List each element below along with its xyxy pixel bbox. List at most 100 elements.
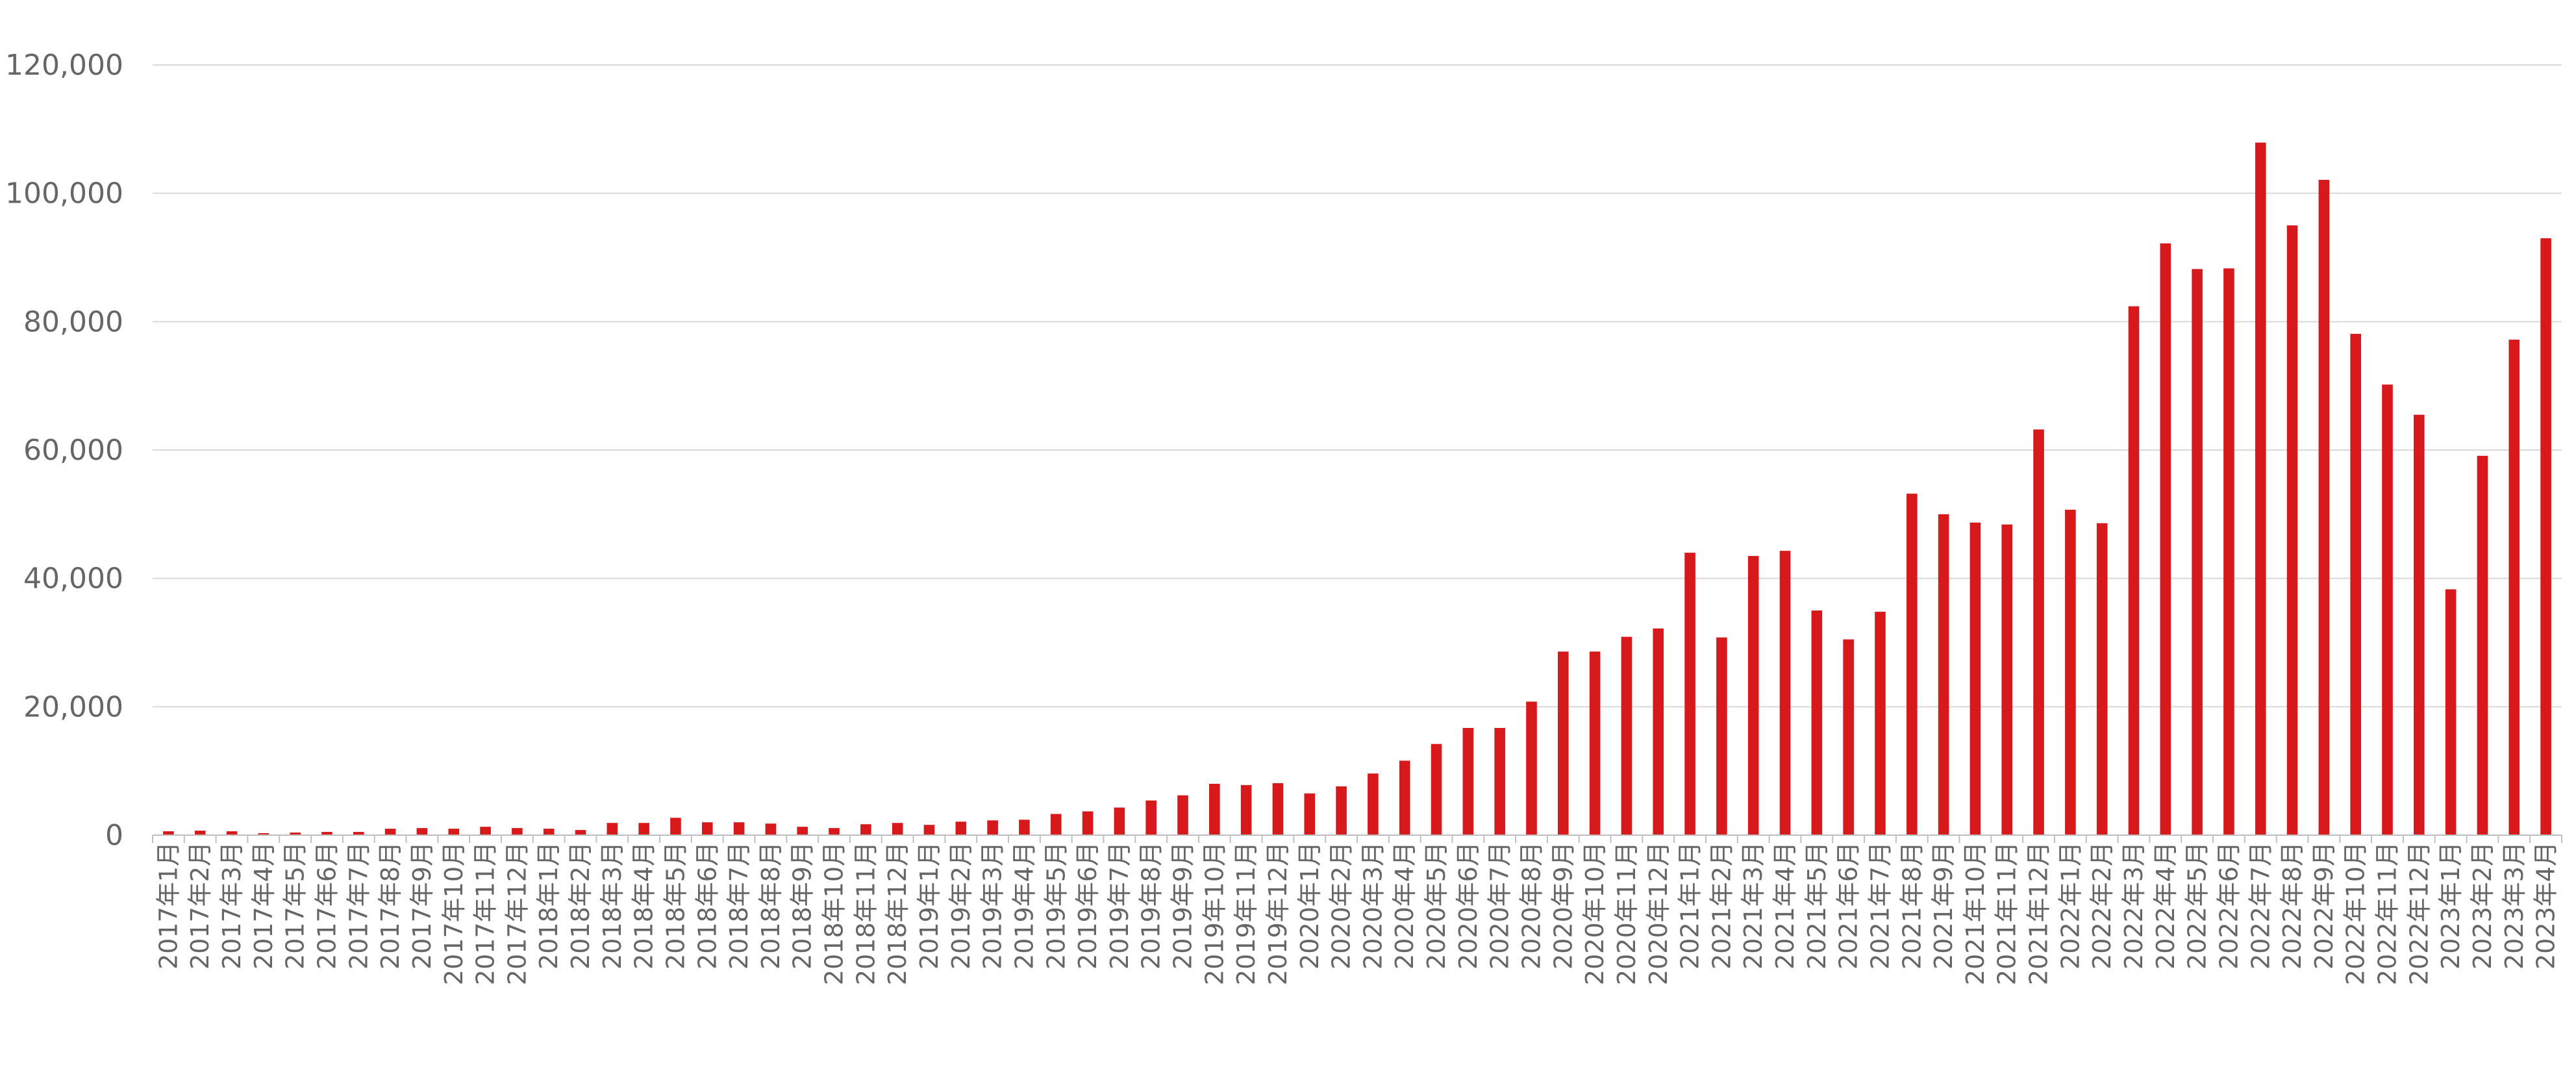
bar [2286,225,2298,835]
bar [606,823,618,835]
bar [2445,589,2457,835]
x-tick-label: 2022年12月 [2405,842,2433,985]
bar [1336,786,1347,835]
bar [2318,179,2330,836]
bar [765,823,777,835]
x-tick-label: 2019年12月 [1264,842,1292,985]
bar [2540,238,2551,836]
bar [575,830,586,835]
x-tick-label: 2021年4月 [1771,842,1799,970]
bar [2477,455,2488,835]
bar [194,831,206,835]
bar [480,827,491,835]
bar [2350,334,2361,835]
x-tick-label: 2022年2月 [2088,842,2116,970]
bar [1779,551,1791,835]
bar [2223,268,2234,836]
x-tick-label: 2019年8月 [1137,842,1166,970]
x-tick-label: 2019年11月 [1232,842,1260,985]
bar [321,832,332,835]
x-tick-label: 2020年5月 [1422,842,1451,970]
bar [1811,610,1823,835]
x-tick-label: 2019年2月 [947,842,975,970]
x-tick-label: 2017年11月 [471,842,500,985]
bar [2096,523,2108,835]
x-tick-label: 2021年10月 [1961,842,1990,985]
x-tick-label: 2019年4月 [1010,842,1038,970]
x-tick-label: 2018年12月 [883,842,912,985]
bar [1399,760,1410,835]
bars [163,142,2551,836]
bar [1558,651,1569,835]
x-tick-label: 2017年10月 [440,842,468,985]
x-tick-label: 2018年11月 [851,842,880,985]
x-tick-label: 2020年12月 [1644,842,1673,985]
bar [2033,429,2044,835]
x-tick-label: 2022年3月 [2120,842,2148,970]
x-tick-label: 2018年6月 [693,842,721,970]
x-tick-label: 2019年1月 [915,842,944,970]
bar [1843,639,1854,835]
x-tick-label: 2020年6月 [1454,842,1482,970]
x-tick-label: 2017年3月 [218,842,246,970]
x-tick-label: 2022年9月 [2310,842,2338,970]
x-tick-label: 2021年2月 [1707,842,1736,970]
bar [638,823,649,835]
x-tick-label: 2022年5月 [2183,842,2212,970]
x-tick-label: 2022年10月 [2342,842,2370,985]
bar [1431,744,1442,835]
bar [353,832,364,835]
bar [1526,701,1537,835]
x-tick-label: 2017年6月 [312,842,341,970]
x-tick-label: 2017年7月 [344,842,373,970]
bar [1368,773,1379,835]
x-tick-label: 2023年2月 [2468,842,2497,970]
x-tick-label: 2022年6月 [2214,842,2243,970]
x-axis: 2017年1月 2017年2月 2017年3月 2017年4月 2017年5月 2017年… [152,834,2562,985]
bar [258,833,269,835]
bar [1494,727,1505,835]
x-tick-label: 2018年7月 [725,842,753,970]
bar [2001,524,2013,835]
bar [2255,142,2266,835]
bar [1272,783,1284,835]
bar [1938,514,1949,835]
x-tick-label: 2018年5月 [661,842,690,970]
bar [448,829,460,835]
x-tick-label: 2022年4月 [2151,842,2180,970]
bar [1209,783,1220,835]
x-tick-label: 2019年7月 [1105,842,1134,970]
x-tick-label: 2020年8月 [1517,842,1545,970]
x-tick-label: 2020年11月 [1612,842,1641,985]
bar [955,821,967,835]
x-tick-label: 2017年5月 [281,842,310,970]
bar [1875,612,1886,835]
x-tick-label: 2020年1月 [1295,842,1324,970]
x-tick-label: 2017年12月 [503,842,531,985]
bar [290,833,301,835]
x-tick-label: 2020年2月 [1327,842,1356,970]
x-tick-label: 2019年9月 [1169,842,1197,970]
bar [2192,269,2203,835]
y-tick-label: 60,000 [23,434,123,467]
x-tick-label: 2019年5月 [1042,842,1070,970]
bar [2160,243,2171,835]
y-tick-label: 0 [105,819,123,852]
x-tick-label: 2021年6月 [1834,842,1863,970]
x-tick-label: 2017年9月 [408,842,436,970]
bar [1906,494,1918,835]
x-tick-label: 2018年9月 [788,842,817,970]
x-tick-label: 2021年8月 [1897,842,1926,970]
x-tick-label: 2020年3月 [1358,842,1387,970]
bar [1653,628,1664,835]
bar [416,828,428,835]
y-tick-label: 40,000 [23,562,123,596]
x-tick-label: 2023年4月 [2532,842,2560,970]
x-tick-label: 2017年4月 [249,842,278,970]
x-tick-label: 2017年8月 [376,842,405,970]
x-tick-label: 2019年3月 [979,842,1007,970]
y-tick-label: 120,000 [5,49,123,82]
bar [2065,509,2076,835]
